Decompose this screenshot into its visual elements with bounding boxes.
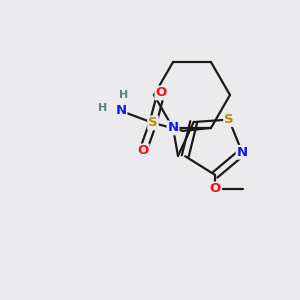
Text: O: O xyxy=(137,144,148,158)
Text: N: N xyxy=(167,122,178,134)
Text: N: N xyxy=(236,146,248,159)
Text: O: O xyxy=(155,86,167,99)
Text: S: S xyxy=(148,116,158,129)
Text: S: S xyxy=(224,113,234,126)
Text: O: O xyxy=(209,182,221,195)
Text: N: N xyxy=(116,104,127,117)
Text: H: H xyxy=(119,90,129,100)
Text: H: H xyxy=(98,103,108,113)
